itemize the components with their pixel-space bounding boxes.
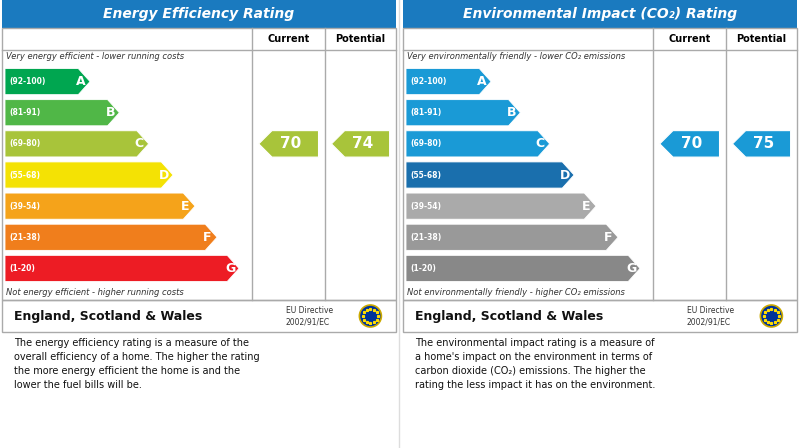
Text: (39-54): (39-54) (9, 202, 40, 211)
Text: (55-68): (55-68) (410, 171, 441, 180)
Text: D: D (560, 168, 570, 181)
Text: (81-91): (81-91) (410, 108, 442, 117)
Circle shape (359, 305, 382, 327)
Text: England, Scotland & Wales: England, Scotland & Wales (415, 310, 603, 323)
Text: (69-80): (69-80) (410, 139, 442, 148)
Bar (2, 0, 396, 28)
Polygon shape (5, 99, 119, 126)
Text: The environmental impact rating is a measure of
a home's impact on the environme: The environmental impact rating is a mea… (415, 338, 655, 390)
Text: F: F (604, 231, 613, 244)
Text: Potential: Potential (335, 34, 386, 44)
Polygon shape (406, 99, 520, 126)
Polygon shape (258, 131, 318, 157)
Bar (403, 28, 797, 300)
Polygon shape (5, 224, 217, 250)
Text: 74: 74 (352, 136, 373, 151)
Text: (39-54): (39-54) (410, 202, 441, 211)
Text: 70: 70 (681, 136, 702, 151)
Text: G: G (626, 262, 637, 275)
Text: (55-68): (55-68) (9, 171, 40, 180)
Text: Current: Current (267, 34, 310, 44)
Bar (403, 0, 797, 28)
Polygon shape (5, 255, 239, 281)
Text: C: C (536, 138, 545, 151)
Polygon shape (5, 131, 149, 157)
Text: D: D (159, 168, 170, 181)
Polygon shape (331, 131, 390, 157)
Text: G: G (226, 262, 235, 275)
Text: E: E (582, 200, 590, 213)
Text: (92-100): (92-100) (9, 77, 46, 86)
Text: A: A (478, 75, 487, 88)
Text: 75: 75 (753, 136, 774, 151)
Text: (81-91): (81-91) (9, 108, 40, 117)
Text: Not energy efficient - higher running costs: Not energy efficient - higher running co… (6, 288, 184, 297)
Text: (1-20): (1-20) (9, 264, 35, 273)
Text: (92-100): (92-100) (410, 77, 446, 86)
Text: Current: Current (669, 34, 710, 44)
Text: Environmental Impact (CO₂) Rating: Environmental Impact (CO₂) Rating (463, 7, 737, 21)
Text: (21-38): (21-38) (9, 233, 40, 242)
Text: (69-80): (69-80) (9, 139, 40, 148)
Polygon shape (406, 255, 640, 281)
Text: E: E (182, 200, 190, 213)
Polygon shape (406, 224, 618, 250)
Text: (1-20): (1-20) (410, 264, 436, 273)
Text: C: C (135, 138, 144, 151)
Text: 70: 70 (280, 136, 302, 151)
Text: Very energy efficient - lower running costs: Very energy efficient - lower running co… (6, 52, 184, 61)
Polygon shape (406, 162, 574, 188)
Polygon shape (5, 162, 173, 188)
Bar (2, 300, 396, 332)
Polygon shape (733, 131, 790, 157)
Text: The energy efficiency rating is a measure of the
overall efficiency of a home. T: The energy efficiency rating is a measur… (14, 338, 259, 390)
Text: EU Directive
2002/91/EC: EU Directive 2002/91/EC (286, 306, 333, 326)
Text: Not environmentally friendly - higher CO₂ emissions: Not environmentally friendly - higher CO… (407, 288, 625, 297)
Bar (403, 300, 797, 332)
Polygon shape (406, 193, 596, 219)
Polygon shape (660, 131, 719, 157)
Polygon shape (5, 193, 195, 219)
Text: B: B (506, 106, 516, 119)
Polygon shape (5, 69, 90, 95)
Circle shape (760, 305, 782, 327)
Text: EU Directive
2002/91/EC: EU Directive 2002/91/EC (686, 306, 734, 326)
Bar (2, 28, 396, 300)
Text: (21-38): (21-38) (410, 233, 442, 242)
Polygon shape (406, 69, 491, 95)
Text: A: A (76, 75, 86, 88)
Text: Energy Efficiency Rating: Energy Efficiency Rating (103, 7, 294, 21)
Text: Potential: Potential (737, 34, 786, 44)
Polygon shape (406, 131, 550, 157)
Text: B: B (106, 106, 115, 119)
Text: F: F (203, 231, 212, 244)
Text: Very environmentally friendly - lower CO₂ emissions: Very environmentally friendly - lower CO… (407, 52, 626, 61)
Text: England, Scotland & Wales: England, Scotland & Wales (14, 310, 202, 323)
